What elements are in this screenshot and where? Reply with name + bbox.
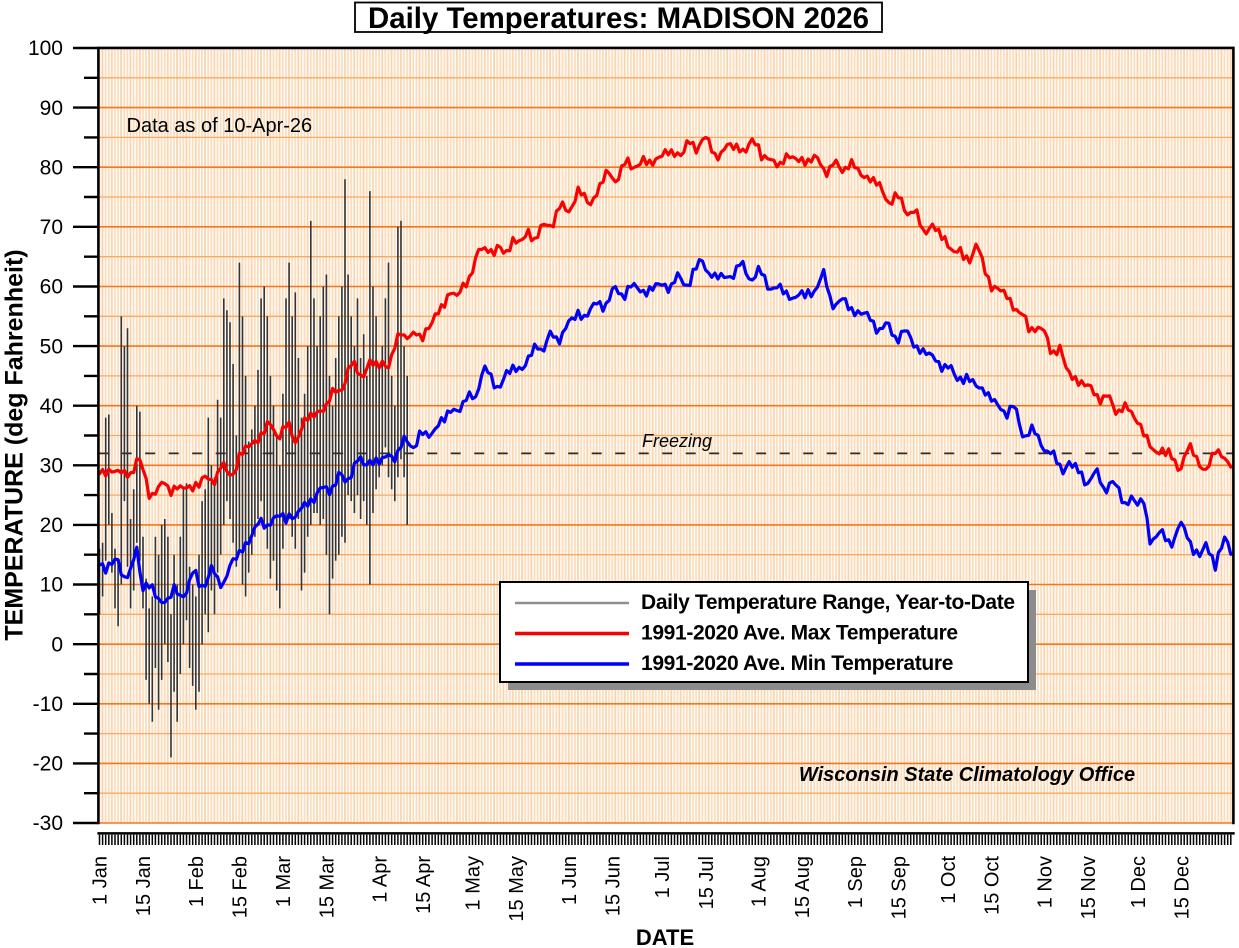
svg-text:1 Feb: 1 Feb	[186, 856, 208, 907]
svg-text:10: 10	[40, 574, 63, 597]
svg-text:1 Apr: 1 Apr	[369, 856, 391, 903]
svg-text:30: 30	[40, 455, 63, 478]
svg-text:1 May: 1 May	[463, 856, 485, 910]
svg-text:1991-2020 Ave. Min Temperature: 1991-2020 Ave. Min Temperature	[641, 652, 953, 675]
svg-text:Daily Temperature Range, Year-: Daily Temperature Range, Year-to-Date	[641, 591, 1015, 614]
svg-text:0: 0	[51, 633, 63, 656]
svg-text:40: 40	[40, 395, 63, 418]
svg-text:1 Jan: 1 Jan	[90, 856, 112, 905]
svg-text:-20: -20	[33, 753, 63, 776]
svg-text:Wisconsin State Climatology Of: Wisconsin State Climatology Office	[799, 764, 1135, 786]
svg-text:15 Jun: 15 Jun	[603, 856, 625, 916]
svg-text:1 Sep: 1 Sep	[845, 856, 867, 908]
svg-text:1 Nov: 1 Nov	[1035, 856, 1057, 908]
svg-text:15 Feb: 15 Feb	[230, 856, 252, 918]
svg-text:Daily Temperatures: MADISON 20: Daily Temperatures: MADISON 2026	[368, 2, 869, 35]
svg-text:15 May: 15 May	[506, 856, 528, 922]
svg-text:15 Sep: 15 Sep	[889, 856, 911, 919]
svg-text:15 Oct: 15 Oct	[982, 856, 1004, 915]
svg-text:1 Jul: 1 Jul	[652, 856, 674, 898]
svg-text:15 Dec: 15 Dec	[1171, 856, 1193, 919]
svg-text:20: 20	[40, 514, 63, 537]
svg-text:90: 90	[40, 97, 63, 120]
svg-text:15 Apr: 15 Apr	[413, 856, 435, 914]
svg-text:1 Mar: 1 Mar	[273, 856, 295, 907]
svg-text:60: 60	[40, 276, 63, 299]
svg-text:80: 80	[40, 156, 63, 179]
svg-text:-10: -10	[33, 693, 63, 716]
svg-text:70: 70	[40, 216, 63, 239]
svg-text:15 Jul: 15 Jul	[696, 856, 718, 909]
svg-text:DATE: DATE	[636, 925, 694, 948]
svg-text:Freezing: Freezing	[642, 431, 712, 451]
svg-text:-30: -30	[33, 812, 63, 835]
svg-text:1 Oct: 1 Oct	[938, 856, 960, 904]
svg-text:1 Dec: 1 Dec	[1128, 856, 1150, 908]
svg-text:50: 50	[40, 335, 63, 358]
svg-text:1991-2020 Ave. Max Temperature: 1991-2020 Ave. Max Temperature	[641, 622, 958, 645]
svg-text:1 Aug: 1 Aug	[749, 856, 771, 907]
svg-text:15 Jan: 15 Jan	[133, 856, 155, 916]
svg-text:15 Aug: 15 Aug	[792, 856, 814, 918]
svg-text:15 Nov: 15 Nov	[1078, 856, 1100, 919]
svg-text:1 Jun: 1 Jun	[559, 856, 581, 905]
svg-text:TEMPERATURE (deg Fahrenheit): TEMPERATURE (deg Fahrenheit)	[1, 249, 29, 640]
svg-text:15 Mar: 15 Mar	[317, 856, 339, 919]
svg-text:Data as of 10-Apr-26: Data as of 10-Apr-26	[127, 115, 313, 137]
svg-text:100: 100	[28, 37, 63, 60]
